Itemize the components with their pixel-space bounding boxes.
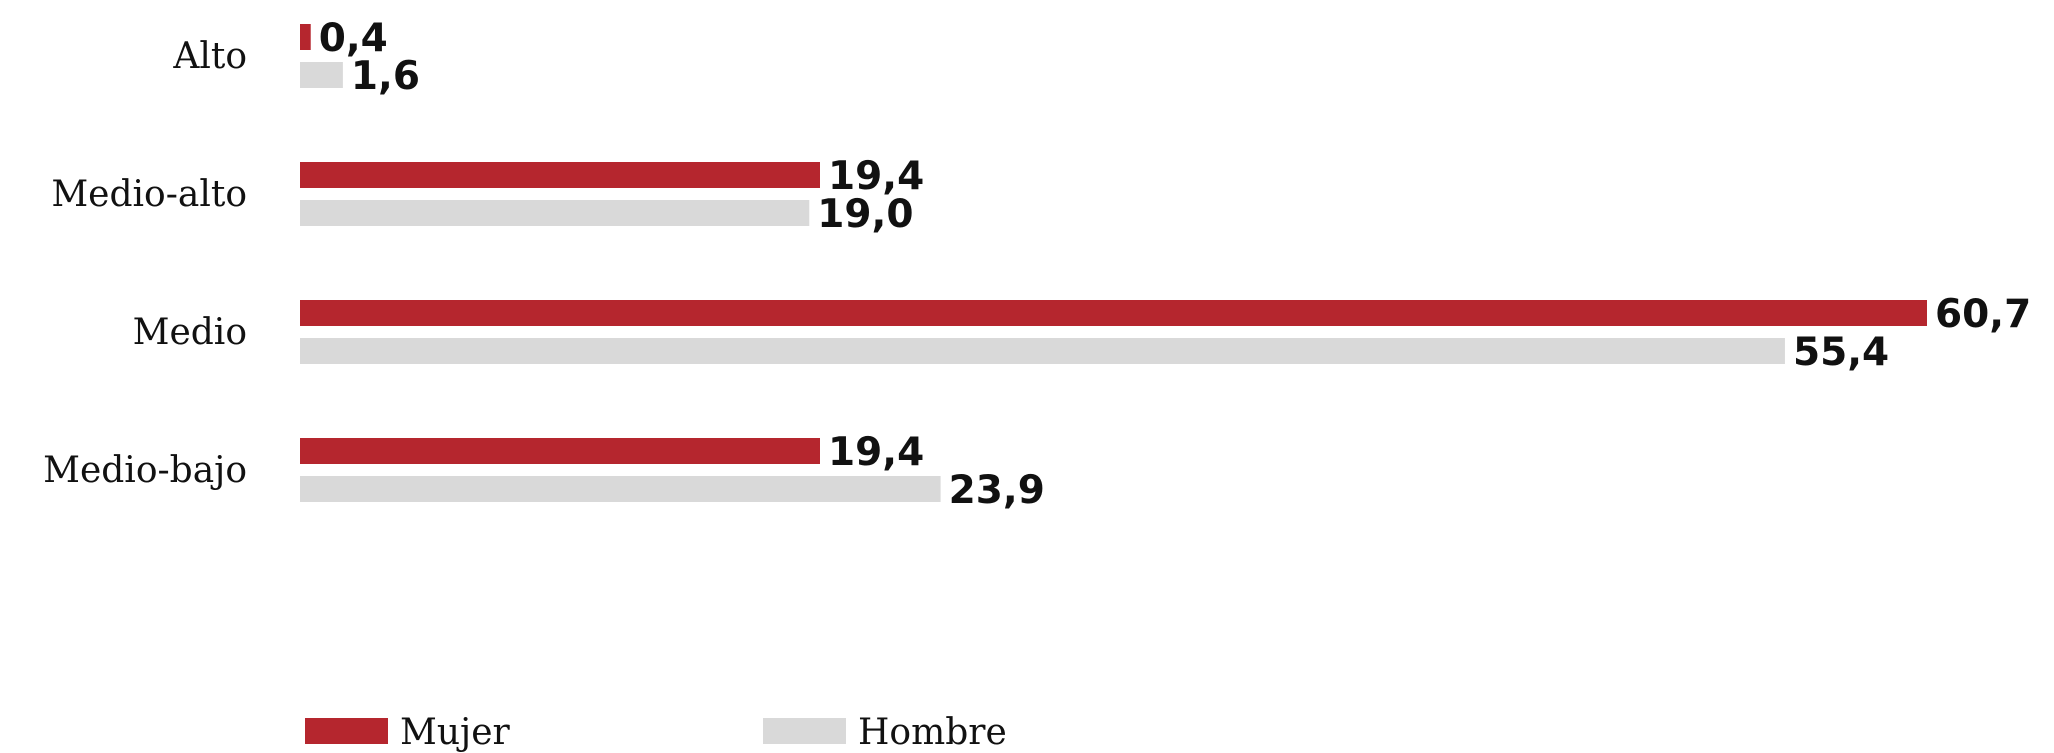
value-label: 19,0	[817, 192, 913, 237]
value-label: 0,4	[319, 16, 388, 61]
value-label: 19,4	[828, 430, 924, 475]
bar-hombre	[300, 62, 343, 88]
bar-hombre	[300, 200, 810, 226]
bar-mujer	[300, 162, 820, 188]
bar-mujer	[300, 438, 820, 464]
legend-label-hombre: Hombre	[858, 712, 1007, 753]
value-label: 60,7	[1935, 292, 2031, 337]
legend-swatch-mujer	[305, 718, 388, 744]
category-labels: Alto Medio-alto Medio Medio-bajo	[43, 36, 247, 491]
category-label: Alto	[172, 36, 247, 77]
bar-hombre	[300, 338, 1785, 364]
value-label: 1,6	[351, 54, 420, 99]
value-labels: 0,41,619,419,060,755,419,423,9	[319, 16, 2032, 513]
value-label: 19,4	[828, 154, 924, 199]
bar-mujer	[300, 300, 1927, 326]
bar-mujer	[300, 24, 311, 50]
bar-hombre	[300, 476, 941, 502]
value-label: 55,4	[1793, 330, 1889, 375]
legend: Mujer Hombre	[305, 712, 1007, 753]
legend-swatch-hombre	[763, 718, 846, 744]
bars	[300, 24, 1927, 502]
category-label: Medio-alto	[51, 174, 247, 215]
value-label: 23,9	[949, 468, 1045, 513]
legend-label-mujer: Mujer	[400, 712, 511, 753]
category-label: Medio	[133, 312, 247, 353]
category-label: Medio-bajo	[43, 450, 247, 491]
